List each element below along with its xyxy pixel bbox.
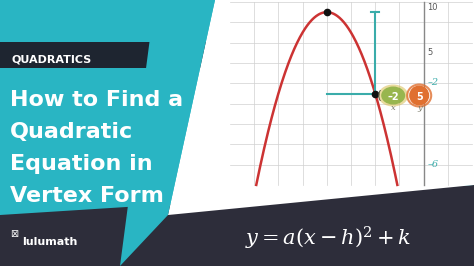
Text: (: (	[377, 90, 382, 103]
Text: 10: 10	[427, 3, 437, 12]
Polygon shape	[168, 0, 474, 215]
Text: Equation in: Equation in	[10, 154, 153, 174]
Text: 5: 5	[416, 92, 423, 102]
Ellipse shape	[381, 86, 405, 105]
Text: 5: 5	[428, 48, 433, 57]
Polygon shape	[0, 42, 474, 68]
Text: How to Find a: How to Find a	[10, 90, 183, 110]
Text: $y = a(x-h)^2 + k$: $y = a(x-h)^2 + k$	[245, 225, 411, 252]
Text: x: x	[391, 103, 396, 111]
Text: –2: –2	[387, 92, 399, 102]
Text: y: y	[417, 103, 421, 111]
Text: ⊠: ⊠	[10, 229, 18, 239]
Text: QUADRATICS: QUADRATICS	[12, 54, 92, 64]
Polygon shape	[120, 0, 215, 266]
Ellipse shape	[378, 85, 408, 106]
Text: –6: –6	[428, 160, 439, 169]
Ellipse shape	[410, 86, 428, 105]
Text: –2: –2	[428, 78, 439, 87]
Text: Vertex Form: Vertex Form	[10, 186, 164, 206]
Polygon shape	[0, 185, 474, 266]
Text: Quadratic: Quadratic	[10, 122, 133, 142]
Text: lulumath: lulumath	[22, 237, 77, 247]
